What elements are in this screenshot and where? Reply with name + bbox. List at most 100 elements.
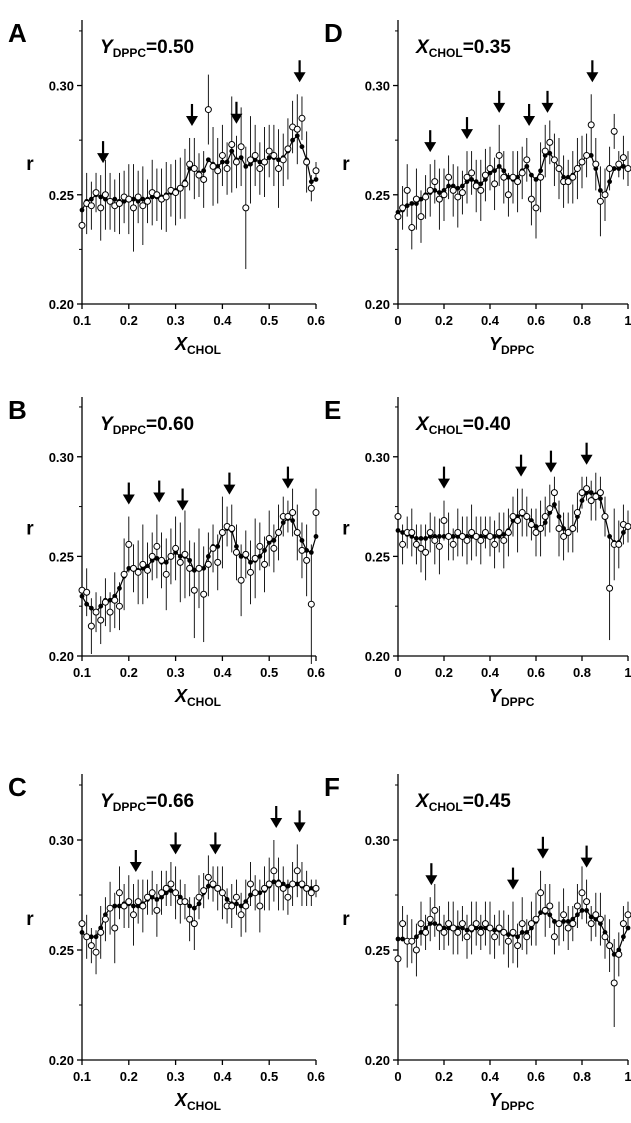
open-point	[624, 165, 631, 173]
open-point	[97, 204, 105, 212]
y-tick-label: 0.20	[49, 649, 74, 664]
x-tick-label: 0	[394, 313, 401, 328]
y-tick-label: 0.30	[49, 79, 74, 94]
condition-label-var: X	[415, 414, 430, 435]
open-point	[417, 920, 425, 928]
open-point	[289, 509, 297, 517]
peak-arrow	[281, 466, 294, 489]
open-point	[500, 536, 508, 544]
filled-point	[621, 934, 626, 940]
y-tick-label: 0.25	[49, 943, 74, 958]
open-point	[293, 125, 301, 133]
x-axis-title-var: Y	[489, 334, 503, 354]
filled-point	[450, 534, 456, 539]
open-point	[500, 173, 508, 181]
open-point	[495, 924, 503, 932]
open-point	[417, 213, 425, 221]
open-point	[237, 911, 245, 919]
open-point	[550, 933, 558, 941]
condition-label-subscript: DPPC	[113, 800, 147, 814]
open-point	[232, 893, 240, 901]
filled-point	[294, 133, 300, 139]
filled-point	[131, 903, 136, 909]
open-point	[200, 175, 208, 183]
filled-point	[234, 901, 239, 907]
y-tick-label: 0.20	[365, 649, 390, 664]
open-point	[477, 186, 485, 194]
condition-label-value: =0.66	[146, 791, 194, 812]
open-point	[412, 946, 420, 954]
open-point	[232, 158, 240, 166]
open-point	[481, 528, 489, 536]
peak-arrow-head	[185, 115, 198, 126]
x-tick-label: 0	[394, 665, 401, 680]
open-point	[601, 933, 609, 941]
x-tick-label: 0.5	[260, 313, 278, 328]
y-axis-title: r	[342, 154, 350, 175]
x-axis-title: XCHOL	[174, 334, 221, 357]
open-point	[481, 920, 489, 928]
y-tick-label: 0.25	[49, 549, 74, 564]
filled-point	[220, 159, 225, 165]
filled-point	[418, 930, 424, 935]
open-point	[610, 127, 618, 135]
peak-arrow-head	[536, 848, 549, 859]
open-point	[592, 160, 600, 168]
open-point	[162, 193, 170, 201]
filled-point	[621, 163, 626, 169]
filled-point	[304, 548, 310, 553]
open-point	[408, 937, 416, 945]
panel-f: 0.20 0.25 0.30 0 0.2 0.4 0.6 0.8 1 r YDPPC F XCHOL=0…	[324, 772, 631, 1113]
open-point	[125, 898, 133, 906]
peak-arrow-head	[438, 478, 450, 489]
open-point	[486, 924, 494, 932]
open-point	[440, 517, 448, 525]
open-point	[619, 154, 627, 162]
filled-point	[248, 892, 253, 898]
filled-point	[598, 188, 603, 193]
filled-point	[588, 490, 594, 496]
filled-point	[234, 544, 239, 549]
filled-point	[88, 605, 94, 611]
open-point	[246, 156, 254, 164]
filled-point	[519, 930, 525, 935]
y-axis-title: r	[26, 154, 34, 175]
open-point	[78, 221, 86, 229]
peak-arrow	[541, 90, 554, 113]
open-point	[246, 880, 254, 888]
x-tick-label: 0.3	[167, 665, 185, 680]
open-point	[615, 950, 623, 958]
y-tick-label: 0.25	[365, 188, 390, 203]
filled-point	[395, 528, 401, 533]
filled-point	[257, 890, 263, 896]
open-point	[592, 493, 600, 501]
open-point	[270, 544, 278, 552]
condition-label-value: =0.35	[463, 37, 512, 58]
open-point	[435, 924, 443, 932]
filled-point	[126, 565, 132, 571]
open-point	[454, 528, 462, 536]
peak-arrow-head	[97, 153, 110, 164]
open-point	[242, 902, 250, 910]
open-point	[573, 902, 581, 910]
open-point	[293, 867, 301, 875]
filled-point	[266, 155, 272, 161]
open-point	[200, 590, 208, 598]
open-point	[144, 893, 152, 901]
open-point	[195, 893, 203, 901]
open-point	[412, 540, 420, 548]
open-point	[176, 558, 184, 566]
open-point	[307, 600, 315, 608]
open-point	[527, 195, 535, 203]
open-point	[449, 540, 457, 548]
y-tick-label: 0.30	[365, 450, 390, 465]
filled-point	[588, 914, 594, 920]
open-point	[541, 147, 549, 155]
open-point	[209, 162, 217, 170]
x-axis-title-subscript: DPPC	[501, 343, 535, 357]
filled-point	[611, 952, 617, 957]
peak-arrow	[169, 832, 182, 855]
open-point	[550, 156, 558, 164]
filled-point	[313, 534, 319, 539]
